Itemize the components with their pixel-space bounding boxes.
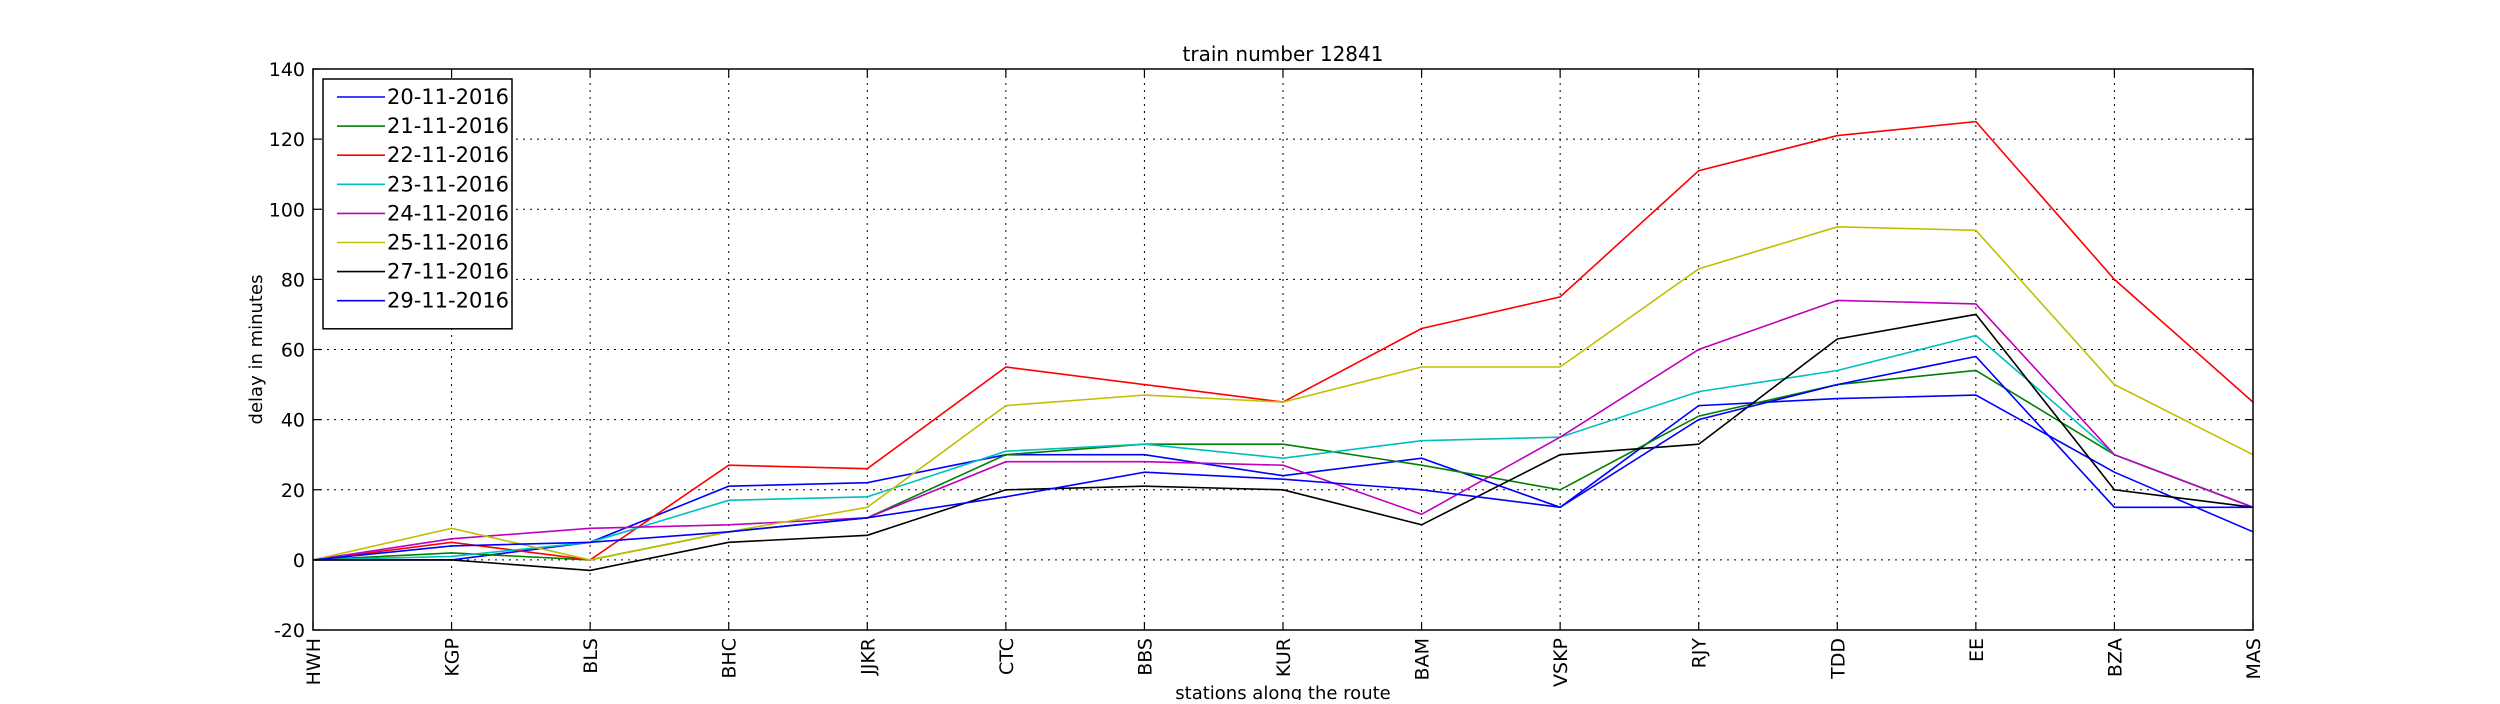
y-tick-label: 20	[281, 480, 305, 502]
series-line	[312, 120, 2254, 561]
series-line	[312, 355, 2253, 561]
legend-label: 25-11-2016	[387, 231, 509, 255]
series-line	[313, 394, 2254, 561]
legend-label: 27-11-2016	[387, 260, 509, 284]
y-tick-label: 120	[269, 129, 305, 151]
x-tick-label: KGP	[442, 638, 464, 677]
y-tick-label: 80	[281, 269, 305, 291]
legend-box	[322, 78, 513, 330]
legend-label: 29-11-2016	[387, 289, 509, 313]
x-tick-label: EE	[1966, 638, 1988, 662]
x-tick-label: RJY	[1689, 638, 1711, 669]
x-tick-label: KUR	[1273, 638, 1295, 677]
x-tick-label: TDD	[1827, 638, 1849, 680]
x-tick-label: VSKP	[1550, 638, 1572, 687]
legend-label: 24-11-2016	[387, 201, 509, 225]
y-tick-label: 100	[269, 199, 305, 221]
y-tick-label: 60	[281, 340, 305, 362]
x-tick-label: CTC	[996, 638, 1018, 675]
x-tick-label: JJKR	[857, 638, 879, 676]
y-tick-label: 40	[281, 410, 305, 432]
series-line	[312, 225, 2254, 561]
x-tick-label: HWH	[303, 638, 325, 685]
y-tick-label: -20	[274, 620, 305, 642]
x-tick-label: BBS	[1134, 638, 1156, 676]
axis-ticks: -20 0 20 40 60 80 100 120 140 HWH KGP BLS BHC JJKR CTC…	[269, 59, 2265, 687]
x-tick-label: MAS	[2243, 638, 2265, 679]
x-axis-label: stations along the route	[1175, 683, 1390, 700]
grid-lines	[312, 68, 2254, 631]
series-lines	[312, 120, 2254, 572]
legend: 20-11-2016 21-11-2016 22-11-2016 23-11-2016…	[322, 78, 513, 330]
series-line	[313, 313, 2254, 572]
legend-label: 20-11-2016	[387, 85, 509, 109]
legend-label: 21-11-2016	[387, 114, 509, 138]
legend-label: 23-11-2016	[387, 172, 509, 196]
x-tick-label: BHC	[719, 638, 741, 679]
x-tick-label: BLS	[580, 638, 602, 674]
x-tick-label: BZA	[2104, 638, 2126, 677]
legend-label: 22-11-2016	[387, 143, 509, 167]
x-tick-label: BAM	[1412, 638, 1434, 680]
y-axis-label: delay in minutes	[246, 275, 267, 425]
y-tick-label: 0	[293, 550, 305, 572]
series-line	[312, 299, 2254, 561]
chart-title: train number 12841	[1183, 42, 1384, 66]
series-line	[312, 334, 2254, 561]
y-tick-label: 140	[269, 59, 305, 81]
